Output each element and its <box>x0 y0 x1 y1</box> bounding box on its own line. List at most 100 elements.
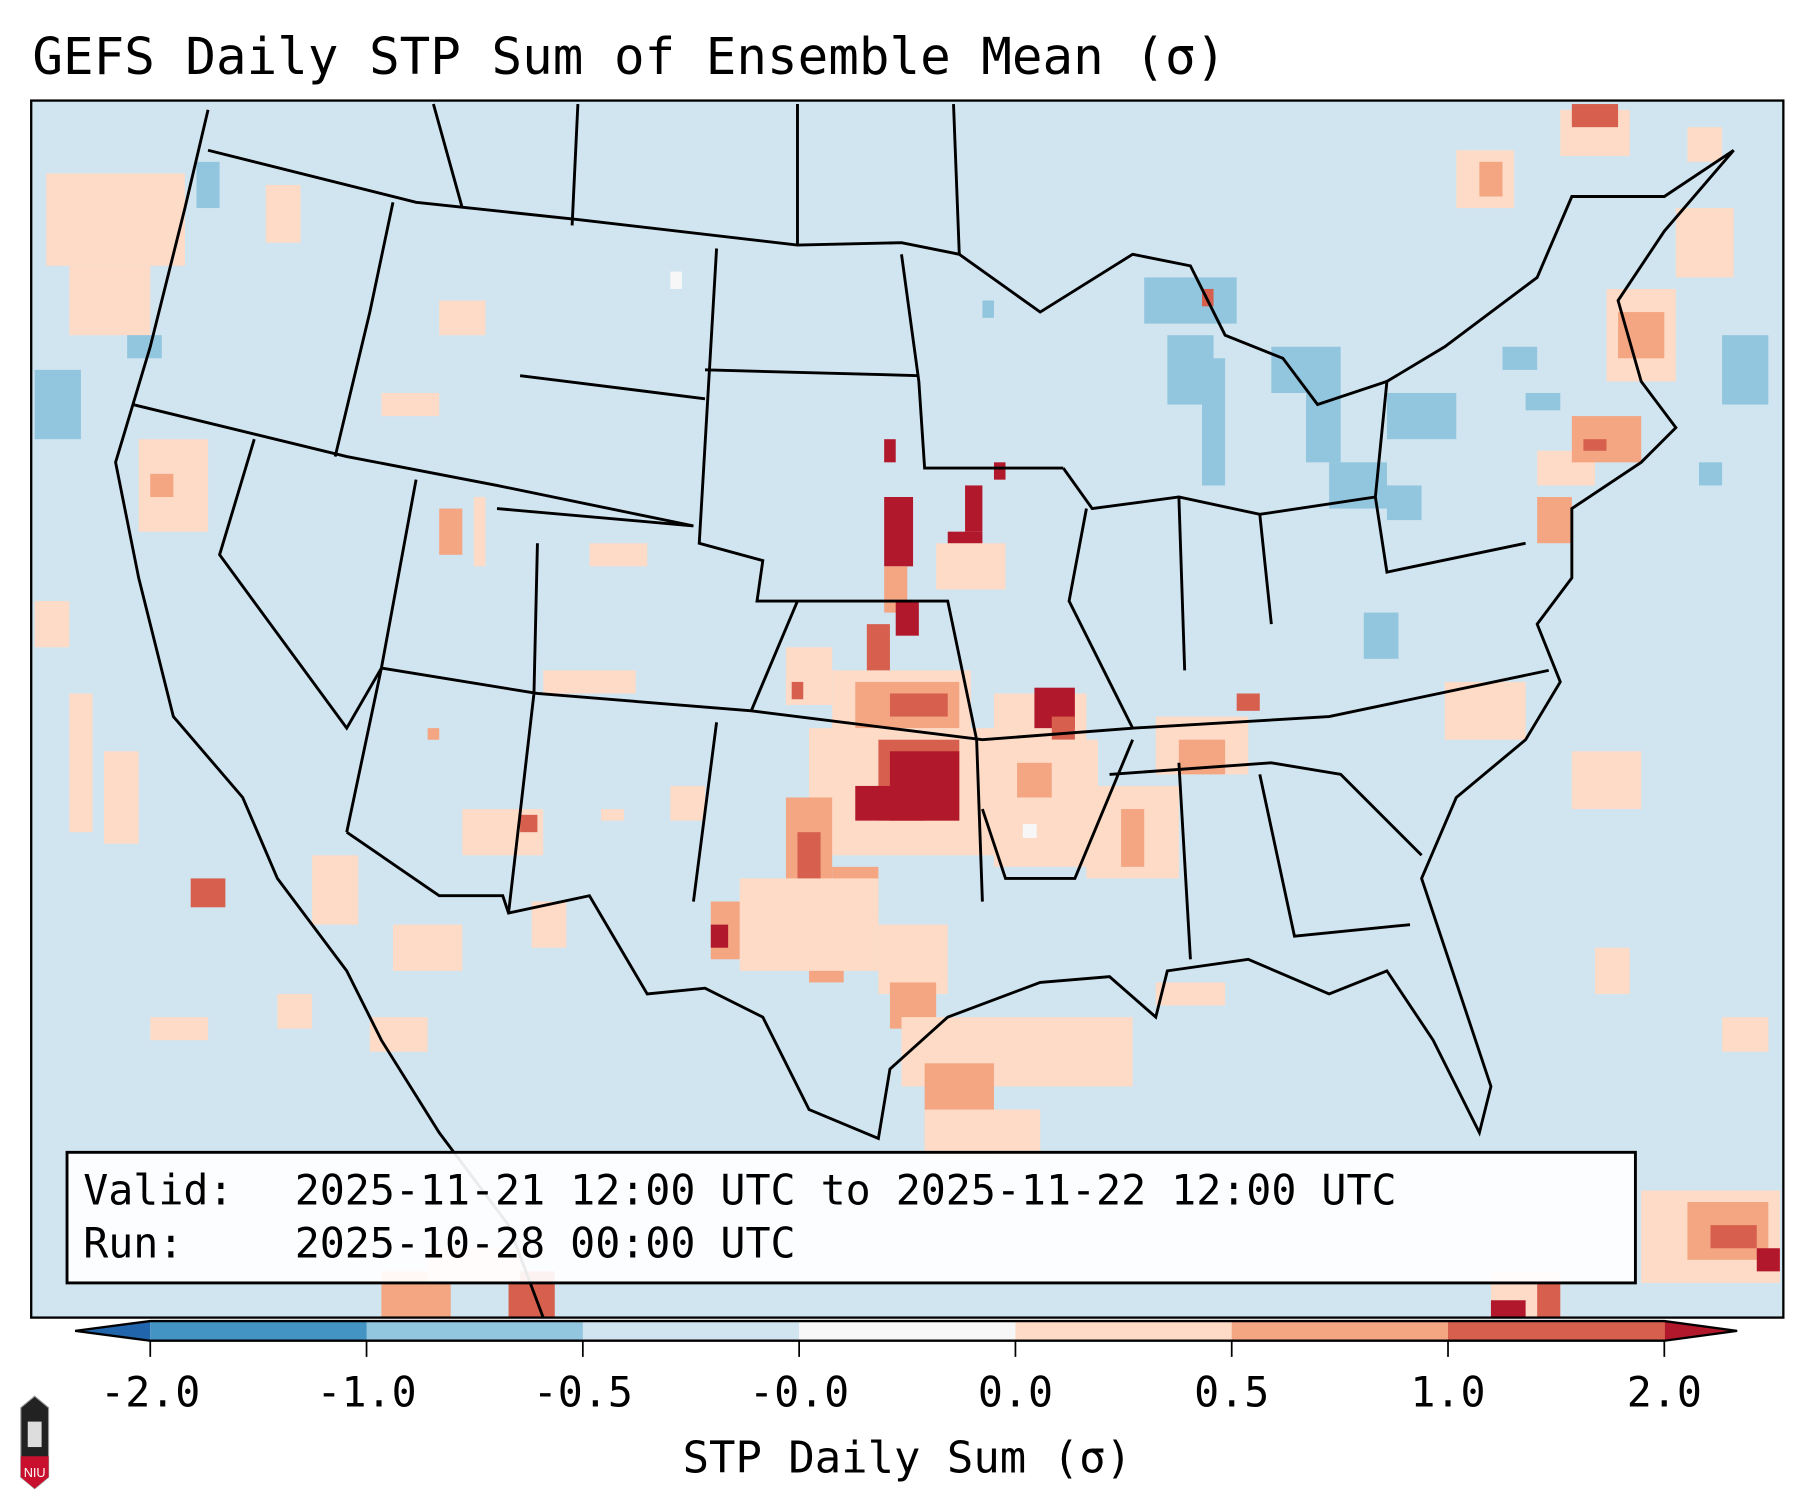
stp-cell <box>884 496 914 567</box>
map-frame <box>30 99 1785 1319</box>
stp-cell <box>34 601 70 648</box>
colorbar-tick-label: -2.0 <box>100 1368 200 1417</box>
stp-cell <box>69 693 93 833</box>
stp-cell <box>531 901 567 948</box>
colorbar-segment <box>1231 1321 1449 1341</box>
stp-cell <box>277 993 313 1029</box>
colorbar-tick-label: 0.0 <box>978 1368 1053 1417</box>
stp-cell <box>1687 127 1723 162</box>
niu-logo: NIU <box>20 1395 50 1490</box>
stp-cell <box>1363 612 1399 659</box>
stp-cell <box>1583 439 1607 451</box>
stp-cell <box>1444 681 1526 740</box>
stp-cell <box>1479 161 1503 197</box>
stp-cell <box>1675 208 1734 278</box>
stp-cell <box>69 265 151 336</box>
stp-cell <box>993 809 1098 867</box>
stp-cell <box>34 369 81 440</box>
stp-cell <box>473 496 486 567</box>
stp-cell <box>1525 392 1561 411</box>
stp-cell <box>936 543 1006 590</box>
valid-label: Valid: <box>83 1165 233 1214</box>
logo-red-band <box>20 1456 49 1489</box>
stp-cell <box>1537 1282 1561 1318</box>
colorbar-segment <box>582 1321 800 1341</box>
stp-cell <box>1017 762 1052 798</box>
stp-grid-cells <box>34 104 1780 1318</box>
stp-cell <box>1571 751 1642 810</box>
stp-cell <box>710 924 729 948</box>
stp-cell <box>1537 496 1572 544</box>
stp-cell <box>889 693 948 717</box>
stp-cell <box>1306 392 1341 463</box>
stp-cell <box>670 271 682 289</box>
stp-cell <box>884 439 896 463</box>
run-value: 2025-10-28 00:00 UTC <box>295 1218 796 1267</box>
stp-cell <box>150 473 174 497</box>
colorbar-tick-label: -0.0 <box>749 1368 849 1417</box>
colorbar-segment <box>1448 1321 1665 1341</box>
conus-outline <box>114 109 1735 1318</box>
stp-cell <box>924 1109 1041 1156</box>
colorbar-label: STP Daily Sum (σ) <box>683 1432 1132 1483</box>
stp-cell <box>46 173 185 266</box>
stp-cell <box>1236 693 1260 711</box>
stp-cell <box>1571 104 1619 128</box>
stp-cell <box>993 462 1006 480</box>
stp-cell <box>1022 824 1037 838</box>
stp-cell <box>670 785 706 821</box>
stp-cell <box>791 681 804 700</box>
stp-cell <box>1618 312 1665 359</box>
stp-cell <box>866 624 890 671</box>
stp-cell <box>543 670 636 694</box>
stp-cell <box>1722 335 1769 405</box>
figure-title: GEFS Daily STP Sum of Ensemble Mean (σ) <box>32 27 1226 86</box>
stp-cell <box>520 814 538 833</box>
stp-cell <box>797 832 821 890</box>
stp-cell <box>1490 1300 1526 1318</box>
stp-cell <box>265 184 301 243</box>
stp-cell <box>1144 277 1237 324</box>
stp-cell <box>150 1017 209 1041</box>
run-label: Run: <box>83 1218 183 1267</box>
stp-cell <box>439 300 486 336</box>
stp-cell <box>601 809 625 821</box>
stp-cell <box>589 543 648 567</box>
stp-cell <box>312 855 359 925</box>
colorbar-segment <box>1015 1321 1233 1341</box>
colorbar-tick-label: 1.0 <box>1410 1368 1485 1417</box>
stp-cell <box>1594 947 1630 994</box>
stp-cell <box>889 751 960 821</box>
colorbar-tick-label: 0.5 <box>1194 1368 1269 1417</box>
stp-cell <box>1386 485 1422 521</box>
stp-cell <box>427 728 440 740</box>
stp-cell <box>1710 1225 1757 1249</box>
stp-cell <box>1386 392 1457 440</box>
stp-cell <box>439 508 463 555</box>
colorbar-segment <box>799 1321 1017 1341</box>
stp-cell <box>895 601 919 636</box>
map-panel <box>30 99 1785 1319</box>
state-borders <box>114 103 1735 1318</box>
stp-cell <box>392 924 463 971</box>
stp-cell <box>965 485 983 532</box>
stp-cell <box>127 335 162 359</box>
stp-cell <box>1502 346 1538 370</box>
stp-cell <box>381 392 440 417</box>
stp-cell <box>1121 809 1145 867</box>
stp-cell <box>1202 358 1226 486</box>
colorbar-extend-low <box>75 1321 151 1341</box>
info-box: Valid: 2025-11-21 12:00 UTC to 2025-11-2… <box>65 1150 1637 1285</box>
stp-cell <box>104 751 139 844</box>
colorbar: -2.0 -1.0 -0.5 -0.0 0.0 0.5 1.0 2.0 <box>74 1319 1738 1417</box>
colorbar-tick-label: 2.0 <box>1627 1368 1702 1417</box>
stp-cell <box>1698 462 1723 486</box>
logo-text: NIU <box>24 1465 46 1480</box>
stp-cell <box>1756 1248 1780 1272</box>
valid-value: 2025-11-21 12:00 UTC to 2025-11-22 12:00… <box>295 1165 1397 1214</box>
info-box-frame <box>65 1150 1637 1285</box>
logo-building-icon <box>27 1421 42 1448</box>
stp-cell <box>196 161 220 209</box>
stp-cell <box>1722 1017 1769 1052</box>
